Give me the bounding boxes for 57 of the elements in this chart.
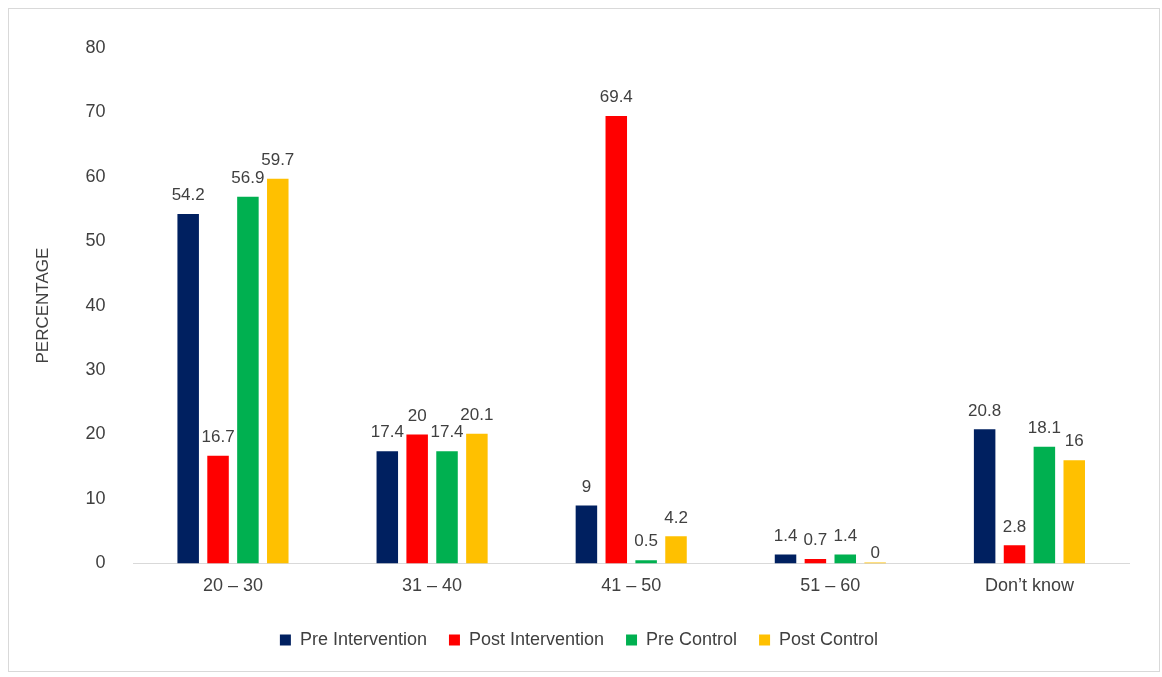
data-label: 0.5 (634, 531, 658, 551)
x-tick-label: 31 – 40 (402, 575, 463, 596)
y-tick-label: 60 (85, 165, 106, 186)
data-label: 56.9 (231, 167, 265, 187)
bar (665, 536, 687, 564)
bar (436, 451, 458, 564)
bar (774, 554, 797, 564)
bar (1003, 545, 1026, 564)
bar (575, 505, 598, 564)
data-label: 59.7 (261, 149, 295, 169)
x-tick-label: 20 – 30 (202, 575, 264, 596)
x-tick-label: 41 – 50 (601, 575, 662, 596)
y-tick-label: 50 (85, 230, 106, 251)
data-label: 1.4 (773, 525, 798, 545)
data-label: 17.4 (370, 422, 404, 442)
legend-label: Post Intervention (468, 628, 605, 649)
bar (466, 433, 488, 564)
data-label: 16.7 (201, 426, 235, 446)
y-tick-label: 10 (85, 487, 106, 508)
y-tick-label: 20 (85, 423, 106, 444)
x-tick-label: 51 – 60 (800, 575, 861, 596)
bar (1063, 460, 1085, 564)
x-tick-label: Don’t know (984, 575, 1075, 596)
bar (1033, 446, 1056, 564)
bar (207, 455, 229, 564)
data-label: 20.1 (460, 405, 494, 425)
data-label: 54.2 (171, 185, 205, 205)
bar (605, 116, 628, 564)
y-axis-title: PERCENTAGE (32, 247, 52, 364)
data-label: 18.1 (1027, 417, 1061, 437)
data-label: 0 (870, 542, 880, 562)
data-label: 9 (581, 476, 592, 496)
legend-label: Post Control (779, 628, 879, 649)
data-label: 4.2 (664, 507, 688, 527)
data-label: 16 (1064, 431, 1084, 451)
bar (376, 451, 399, 564)
bar (635, 560, 657, 564)
y-tick-label: 30 (85, 359, 106, 380)
data-label: 2.8 (1002, 516, 1027, 536)
y-tick-label: 0 (95, 552, 106, 573)
bar (177, 214, 199, 564)
bar (834, 554, 857, 564)
legend-label: Pre Intervention (299, 628, 427, 649)
bar (406, 434, 428, 564)
legend-label: Pre Control (646, 628, 738, 649)
data-label: 20 (407, 405, 427, 425)
data-label: 69.4 (599, 87, 633, 107)
y-tick-label: 80 (85, 36, 106, 57)
bar (973, 429, 996, 564)
data-label: 17.4 (430, 422, 464, 442)
data-label: 20.8 (968, 400, 1002, 420)
data-label: 1.4 (833, 525, 858, 545)
data-label: 0.7 (803, 530, 828, 550)
y-tick-label: 70 (85, 101, 106, 122)
bar (237, 196, 259, 564)
y-tick-label: 40 (85, 294, 106, 315)
bar (267, 178, 289, 564)
